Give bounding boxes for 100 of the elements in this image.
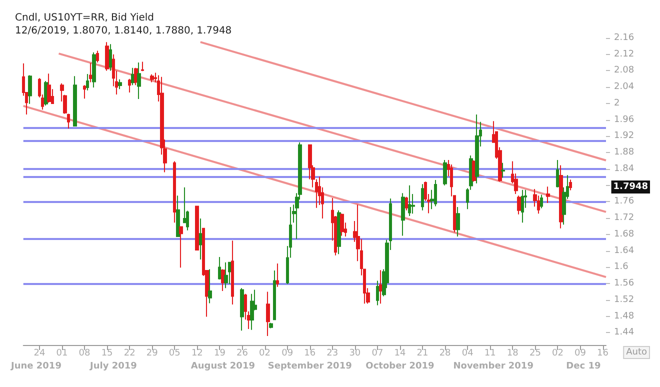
x2-tick-label: June 2019	[10, 362, 62, 372]
x-tick-label: 11	[484, 348, 496, 358]
x-tick-label: 07	[372, 348, 384, 358]
candlestick	[89, 62, 93, 83]
y-tick-label: 1.84	[614, 164, 634, 174]
candlestick	[67, 113, 70, 129]
x2-tick-label: November 2019	[453, 362, 534, 372]
candlestick	[105, 42, 109, 72]
candlestick	[231, 240, 234, 305]
candlestick	[434, 180, 437, 207]
candlestick	[96, 50, 99, 64]
x-tick-label: 04	[462, 348, 474, 358]
x-tick-label: 01	[56, 348, 68, 358]
candlestick	[137, 62, 141, 100]
candlestick	[218, 256, 221, 280]
x-tick-label: 22	[124, 348, 136, 358]
candlestick	[47, 73, 51, 104]
x-tick-label: 24	[34, 348, 46, 358]
candlestick	[517, 195, 521, 215]
candlestick	[546, 186, 550, 204]
x-tick-label: 16	[304, 348, 316, 358]
y-tick-label: 1.96	[614, 114, 634, 125]
x-tick-label: 15	[101, 348, 113, 358]
candlestick	[559, 164, 563, 229]
candlestick	[221, 268, 225, 292]
x-tick-label: 05	[168, 348, 180, 358]
candlestick	[228, 262, 231, 285]
candlestick	[176, 195, 180, 238]
x2-tick-label: Dec 19	[566, 362, 601, 372]
x-tick-label: 25	[529, 348, 541, 358]
y-tick-label: 2.16	[614, 33, 634, 43]
y-tick-label: 1.56	[614, 278, 634, 289]
y-tick-label: 1.72	[614, 213, 634, 224]
y-tick-label: 2.12	[614, 49, 634, 60]
chart-title: Cndl, US10YT=RR, Bid Yield	[15, 12, 154, 24]
y-tick-label: 1.88	[614, 148, 634, 158]
x2-tick-label: July 2019	[89, 362, 137, 372]
candlestick	[73, 76, 77, 127]
candlestick	[421, 184, 424, 211]
x-tick-label: 26	[236, 348, 248, 358]
candlestick	[173, 160, 176, 224]
candlestick	[569, 179, 572, 191]
candlestick	[86, 74, 89, 91]
candlestick	[199, 218, 202, 260]
candlestick	[150, 74, 154, 83]
candlestick	[340, 213, 344, 236]
y-tick-label: 2.04	[614, 82, 634, 92]
candlestick	[240, 288, 244, 332]
x-tick-label: 23	[326, 348, 338, 358]
y-tick-label: 1.52	[614, 294, 634, 305]
x2-tick-label: October 2019	[366, 362, 434, 372]
y-tick-label: 1.92	[614, 131, 634, 142]
candlestick	[118, 78, 122, 90]
candlestick	[179, 226, 183, 268]
candlestick	[269, 322, 273, 329]
x-tick-label: 28	[439, 348, 452, 358]
text: Auto	[626, 348, 648, 358]
candlestick	[195, 206, 199, 251]
candlestick	[109, 44, 112, 72]
candlestick	[475, 114, 479, 184]
candlestick	[521, 189, 524, 224]
x-tick-label: 19	[214, 348, 226, 358]
x-tick-label: 14	[394, 348, 406, 358]
x-tick-label: 18	[506, 348, 519, 358]
y-tick-label: 2.08	[614, 66, 634, 76]
candlestick	[276, 263, 279, 288]
candlestick	[83, 84, 86, 100]
chart-subtitle: 12/6/2019, 1.8070, 1.8140, 1.7880, 1.7948	[15, 26, 232, 36]
x-tick-label: 29	[146, 348, 158, 358]
candlestick	[401, 192, 405, 236]
candlestick	[28, 74, 32, 104]
candlestick	[337, 210, 341, 255]
candlestick	[208, 268, 212, 304]
x-tick-label: 21	[416, 348, 428, 358]
x2-tick-label: September 2019	[268, 362, 352, 372]
y-tick-label: 1.64	[614, 246, 634, 256]
candlestick	[273, 270, 276, 321]
candlestick	[266, 291, 270, 336]
candlestick	[141, 61, 144, 72]
x-tick-label: 30	[349, 348, 361, 358]
candlestick	[128, 78, 131, 93]
candlestick	[224, 262, 228, 289]
y-tick-label: 1.68	[614, 229, 634, 240]
candlestick	[250, 293, 254, 330]
x-tick-label: 09	[282, 348, 294, 358]
x-tick-label: 08	[78, 348, 91, 358]
candlestick	[556, 159, 559, 188]
x-tick-label: 02	[259, 348, 271, 358]
candlestick	[405, 196, 408, 211]
y-tick-label: 1.48	[614, 311, 634, 322]
y-tick-label: 2	[614, 98, 620, 108]
y-tick-label: 1.44	[614, 328, 634, 338]
x-tick-label: 02	[552, 348, 564, 358]
x-tick-label: 09	[574, 348, 586, 358]
x-tick-label: 16	[597, 348, 609, 358]
candlestick	[408, 184, 411, 217]
y-tick-label: 1.76	[614, 196, 634, 207]
x-tick-label: 12	[191, 348, 203, 358]
candlestick	[501, 162, 505, 178]
x2-tick-label: August 2019	[190, 362, 255, 372]
